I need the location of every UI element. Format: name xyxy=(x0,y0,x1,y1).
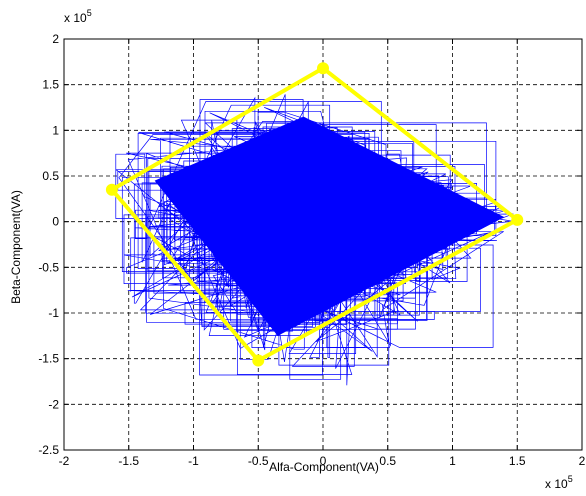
x-axis-label: Alfa-Component(VA) xyxy=(269,460,379,474)
y-tick-label: 1.5 xyxy=(42,78,59,92)
y-tick-label: 1 xyxy=(52,123,59,137)
x-tick-label: 0.5 xyxy=(379,454,396,468)
y-tick-label: -2.5 xyxy=(38,443,59,457)
polygon-vertex-marker xyxy=(252,354,265,367)
y-tick-label: -2 xyxy=(48,397,59,411)
x-tick-label: 1.5 xyxy=(509,454,526,468)
polygon-vertex-marker xyxy=(511,213,524,226)
y-tick-label: 2 xyxy=(52,32,59,46)
x-multiplier: x 105 xyxy=(545,474,573,491)
y-tick-label: -1 xyxy=(48,306,59,320)
x-tick-label: 0 xyxy=(320,454,327,468)
y-multiplier: x 105 xyxy=(64,8,92,25)
x-tick-label: -0.5 xyxy=(248,454,269,468)
x-tick-label: -1 xyxy=(188,454,199,468)
polygon-vertex-marker xyxy=(105,183,118,196)
x-tick-label: 1 xyxy=(449,454,456,468)
y-tick-label: -0.5 xyxy=(38,260,59,274)
x-tick-label: -2 xyxy=(59,454,70,468)
x-tick-label: -1.5 xyxy=(118,454,139,468)
polygon-vertex-marker xyxy=(317,62,329,75)
y-multiplier-base: x 10 xyxy=(64,11,87,25)
x-tick-label: 2 xyxy=(579,454,586,468)
y-axis-label: Beta-Component(VA) xyxy=(9,190,23,304)
y-tick-label: 0 xyxy=(52,215,59,229)
y-tick-label: -1.5 xyxy=(38,352,59,366)
y-multiplier-exponent: 5 xyxy=(87,8,92,18)
y-tick-label: 0.5 xyxy=(42,169,59,183)
trajectory-line xyxy=(115,94,514,386)
x-multiplier-base: x 10 xyxy=(545,477,568,491)
x-multiplier-exponent: 5 xyxy=(568,474,573,484)
series-trajectory xyxy=(115,94,514,386)
